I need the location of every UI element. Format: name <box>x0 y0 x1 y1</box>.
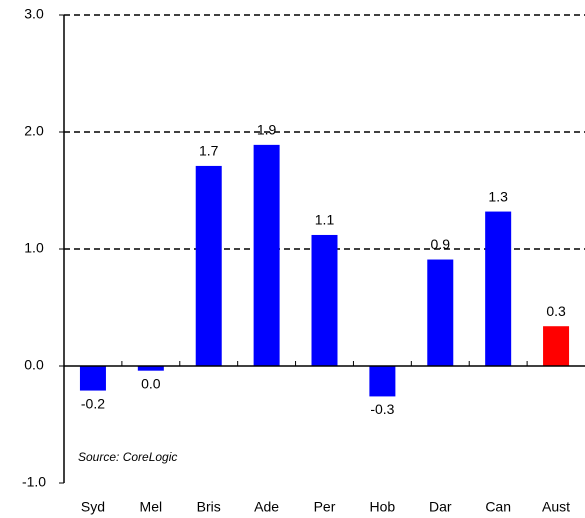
bar <box>543 326 570 366</box>
x-tick-label: Syd <box>81 499 105 515</box>
bar <box>195 165 222 366</box>
bar <box>79 366 106 391</box>
source-note: Source: CoreLogic <box>78 450 177 464</box>
bar <box>311 234 338 366</box>
x-tick-label: Aust <box>542 499 570 515</box>
y-tick-label: 3.0 <box>24 6 44 22</box>
x-tick-label: Dar <box>429 499 452 515</box>
x-tick-label: Ade <box>254 499 279 515</box>
y-tick-label: 1.0 <box>24 240 44 256</box>
value-label: 1.3 <box>488 188 508 204</box>
bar <box>137 366 164 371</box>
y-tick-label: 0.0 <box>24 357 44 373</box>
y-tick-label: 2.0 <box>24 123 44 139</box>
value-label: -0.2 <box>81 395 105 411</box>
bar <box>427 259 454 366</box>
value-label: 0.0 <box>141 375 161 391</box>
x-tick-label: Per <box>314 499 336 515</box>
x-tick-label: Bris <box>197 499 221 515</box>
bar <box>253 144 280 366</box>
y-tick-label: -1.0 <box>22 474 46 490</box>
value-label: 0.3 <box>546 303 566 319</box>
bar <box>485 211 512 366</box>
value-label: -0.3 <box>370 401 394 417</box>
value-label: 1.7 <box>199 143 219 159</box>
x-tick-label: Mel <box>140 499 163 515</box>
value-label: 1.1 <box>315 212 335 228</box>
value-label: 0.9 <box>431 236 451 252</box>
x-tick-label: Can <box>485 499 511 515</box>
bar <box>369 366 396 397</box>
value-label: 1.9 <box>257 122 277 138</box>
x-tick-label: Hob <box>370 499 396 515</box>
